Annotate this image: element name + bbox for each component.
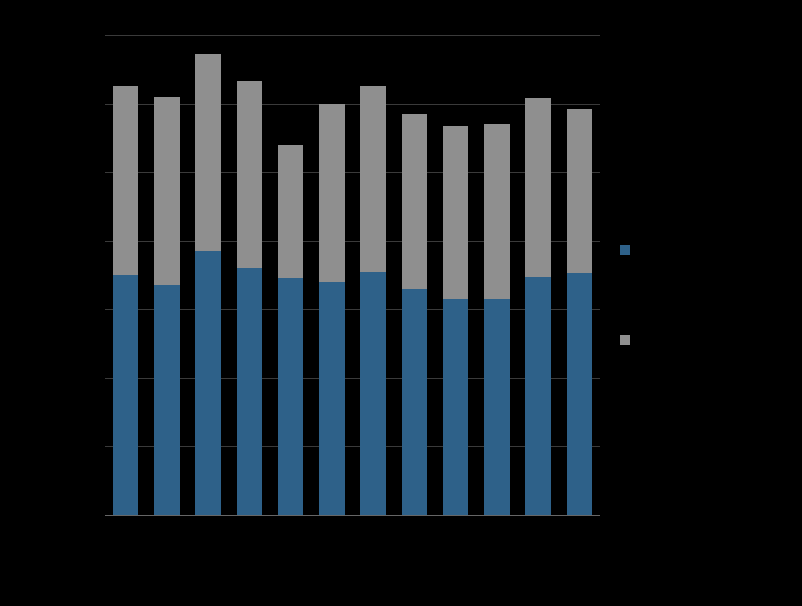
bar-segment-bottom — [154, 285, 180, 515]
bar-segment-top — [525, 98, 551, 276]
bar — [443, 35, 469, 515]
bar-segment-bottom — [360, 272, 386, 515]
bar-segment-top — [278, 145, 304, 279]
bar-segment-top — [113, 86, 139, 275]
bar-segment-top — [567, 109, 593, 274]
bar-segment-bottom — [195, 251, 221, 515]
bar-segment-top — [319, 104, 345, 282]
bar-segment-bottom — [402, 289, 428, 515]
legend-item — [620, 335, 638, 345]
legend-swatch — [620, 245, 630, 255]
bar — [567, 35, 593, 515]
bar — [237, 35, 263, 515]
bar-segment-top — [154, 97, 180, 286]
bar-segment-top — [237, 81, 263, 268]
chart — [105, 35, 600, 515]
bar-segment-bottom — [484, 299, 510, 515]
bar — [360, 35, 386, 515]
bar — [154, 35, 180, 515]
bar-segment-top — [195, 54, 221, 251]
bar-segment-bottom — [278, 278, 304, 515]
bar — [195, 35, 221, 515]
bar — [113, 35, 139, 515]
bar — [525, 35, 551, 515]
bar-segment-top — [402, 114, 428, 289]
bars — [105, 35, 600, 515]
bar — [402, 35, 428, 515]
bar-segment-bottom — [525, 277, 551, 515]
bar-segment-bottom — [113, 275, 139, 515]
bar — [278, 35, 304, 515]
bar-segment-top — [360, 86, 386, 271]
gridline — [105, 515, 600, 516]
legend-swatch — [620, 335, 630, 345]
bar-segment-bottom — [567, 273, 593, 515]
bar — [319, 35, 345, 515]
bar-segment-bottom — [319, 282, 345, 515]
bar-segment-top — [484, 124, 510, 299]
bar — [484, 35, 510, 515]
bar-segment-bottom — [443, 299, 469, 515]
legend-item — [620, 245, 638, 255]
bar-segment-top — [443, 126, 469, 299]
bar-segment-bottom — [237, 268, 263, 515]
